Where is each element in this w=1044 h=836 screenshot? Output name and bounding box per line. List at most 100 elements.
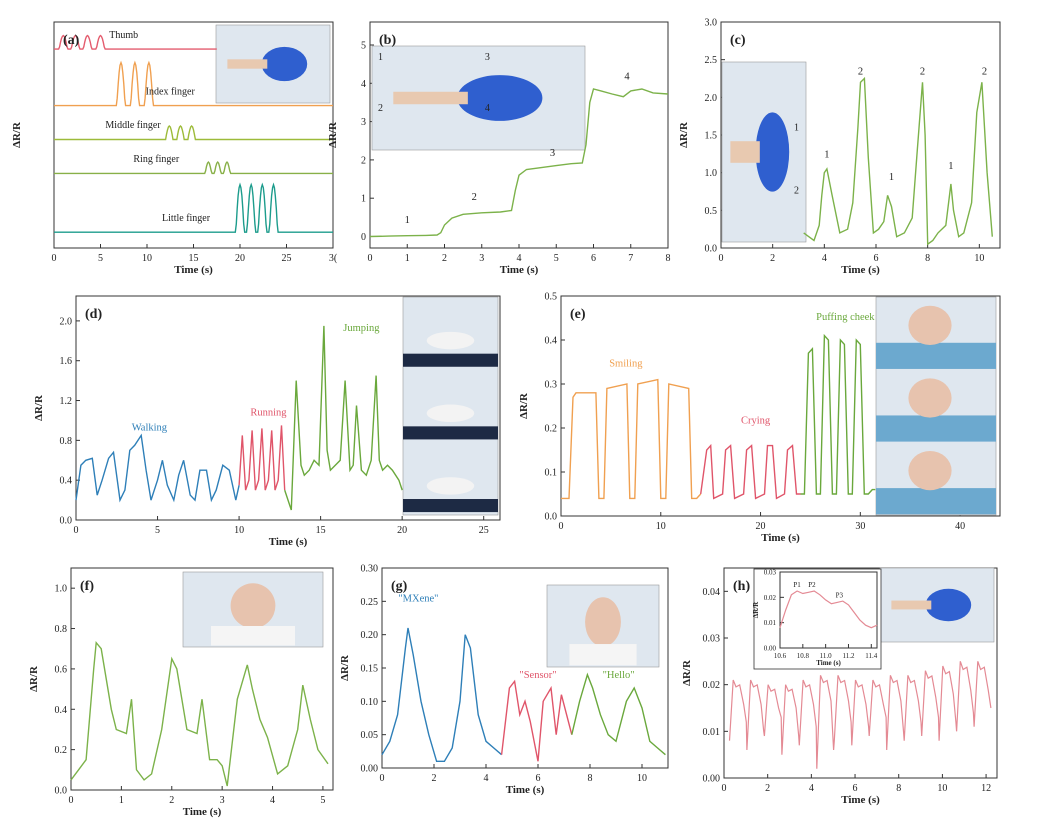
x-tick-label: 6 [536,773,541,784]
series-label: Ring finger [133,154,179,165]
photo-inset-a [215,24,331,104]
y-tick-label: 0.0 [55,786,68,797]
x-tick-label: 7 [628,253,633,264]
photo-inset-d [402,296,499,516]
series-line [571,672,666,756]
x-axis-label: Time (s) [500,264,539,276]
y-tick-label: 0.30 [361,564,379,575]
x-tick-label: 15 [316,525,326,536]
photo-label: 3 [485,52,490,63]
annotation: 3 [550,148,555,159]
x-tick-label: 12 [981,783,991,794]
x-tick-label: 10 [656,521,666,532]
x-tick-label: 6 [853,783,858,794]
y-tick-label: 0.2 [55,745,68,756]
x-axis-label: Time (s) [174,264,213,276]
x-tick-label: 30 [855,521,865,532]
x-tick-label: 20 [235,253,245,264]
annotation: 1 [405,215,410,226]
annotation: 4 [624,71,630,82]
x-axis-label: Time (s) [506,784,545,796]
person-shape [585,597,621,647]
y-tick-label: 0.04 [703,587,721,598]
annotation: Crying [741,416,771,427]
y-tick-label: 0.5 [545,292,558,303]
y-tick-label: 0.0 [545,512,558,523]
y-tick-label: 0.00 [703,774,721,785]
x-tick-label: 0 [74,525,79,536]
panel-label: (h) [733,579,750,594]
y-tick-label: 0.03 [703,634,721,645]
person-shape [230,583,276,629]
panel-b: 0 1 2 3 4 5 6 7 8 0 1 2 3 4 5 Time (s) ΔR/R 1 3 2 4 1 2 3 4 (b) [327,21,671,276]
glove-shape [261,46,308,82]
panel-label: (e) [570,307,586,322]
y-tick-label: 0.0 [60,516,73,527]
series-line [284,325,403,511]
x-axis-label: Time (s) [816,659,841,667]
arm-shape [891,600,932,610]
x-tick-label: 20 [397,525,407,536]
x-tick-label: 4 [484,773,489,784]
arm-shape [730,141,760,163]
panel-label: (b) [379,33,396,48]
inset-series-line [779,590,878,629]
x-tick-label: 11.4 [865,652,877,660]
y-tick-label: 0.0 [705,244,718,255]
y-tick-label: 0 [361,232,366,243]
x-tick-label: 15 [189,253,199,264]
x-tick-label: 3 [220,795,225,806]
panel-c: 0 2 4 6 8 10 0.0 0.5 1.0 1.5 2.0 2.5 3.0 Time (s) ΔR/R… [678,18,1001,276]
x-tick-label: 6 [591,253,596,264]
annotation: Puffing cheek [816,312,875,323]
y-tick-label: 0.4 [55,705,68,716]
annotation: Running [250,407,287,418]
y-tick-label: 0.8 [55,624,68,635]
x-tick-label: 2 [442,253,447,264]
x-tick-label: 0 [559,521,564,532]
x-axis-label: Time (s) [269,536,308,548]
y-tick-label: 0.00 [361,764,379,775]
x-tick-label: 10 [937,783,947,794]
shirt-shape [876,415,996,442]
annotation: "Sensor" [519,670,556,681]
photo-inset-c [721,61,807,243]
photo-inset-h [879,567,995,643]
series-line [803,76,993,246]
annotation: 2 [858,67,863,78]
y-tick-label: 0.01 [764,619,777,627]
y-tick-label: 0.25 [361,597,379,608]
x-tick-label: 0 [52,253,57,264]
photo-label: 1 [378,52,383,63]
shirt-shape [569,644,637,666]
y-tick-label: 1.0 [705,168,718,179]
y-tick-label: 5 [361,40,366,51]
x-axis-label: Time (s) [183,806,222,818]
y-tick-label: 0.03 [764,568,777,576]
y-tick-label: 0.05 [361,730,379,741]
shirt-shape [211,626,295,646]
photo-label: 4 [485,103,490,114]
annotation: Smiling [609,358,643,369]
series-label: Middle finger [105,120,161,131]
shoe-shape [426,477,475,495]
x-tick-label: 1 [119,795,124,806]
x-tick-label: 2 [169,795,174,806]
y-tick-label: 0.02 [703,680,721,691]
face-shape [908,305,952,345]
series-line [70,640,329,787]
y-axis-label: ΔR/R [678,121,690,148]
series-line [75,433,240,503]
x-tick-label: 10.8 [797,652,810,660]
panel-f: 0 1 2 3 4 5 0.0 0.2 0.4 0.6 0.8 1.0 Time (s) ΔR/R (f) [28,567,334,818]
inset-plot: 10.6 10.8 11.0 11.2 11.4 0.00 0.01 0.02 0.03 Time… [752,568,882,670]
series-line [381,627,503,762]
y-tick-label: 0.20 [361,630,379,641]
panel-g: 0 2 4 6 8 10 0.00 0.05 0.10 0.15 0.20 0.25 0.30 Time … [339,564,669,796]
x-tick-label: 10.6 [774,652,787,660]
x-tick-label: 25 [282,253,292,264]
y-tick-label: 0.8 [60,436,73,447]
x-tick-label: 25 [479,525,489,536]
x-tick-label: 2 [765,783,770,794]
step-stripe [403,499,498,513]
